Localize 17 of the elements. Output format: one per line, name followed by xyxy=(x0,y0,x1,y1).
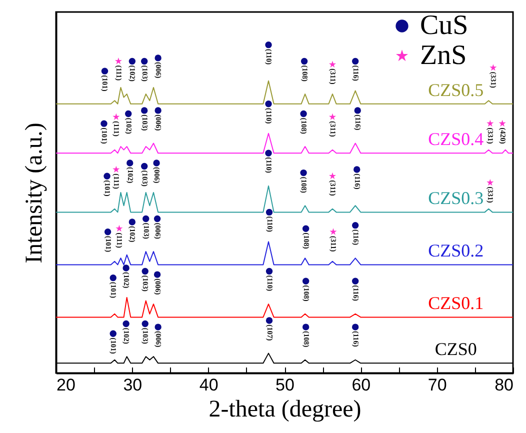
x-tick-label: 70 xyxy=(428,376,447,394)
legend-label: CuS xyxy=(420,10,468,41)
y-axis-title: Intensity (a.u.) xyxy=(22,122,48,264)
x-tick-label: 30 xyxy=(123,376,142,394)
x-tick-label: 40 xyxy=(199,376,218,394)
x-tick-label: 60 xyxy=(352,376,371,394)
x-tick-label: 20 xyxy=(56,376,76,394)
series-label: CZS0.1 xyxy=(428,293,484,314)
x-tick-label: 50 xyxy=(276,376,294,394)
x-axis-title: 2-theta (degree) xyxy=(208,396,362,422)
series-label: CZS0.2 xyxy=(428,240,484,261)
series-label: CZS0.4 xyxy=(428,129,484,150)
legend-label: ZnS xyxy=(420,40,467,71)
x-tick-label: 80 xyxy=(494,376,514,394)
series-label: CZS0.5 xyxy=(428,80,484,100)
series-label: CZS0.3 xyxy=(428,188,484,208)
series-label: CZS0 xyxy=(434,339,477,360)
